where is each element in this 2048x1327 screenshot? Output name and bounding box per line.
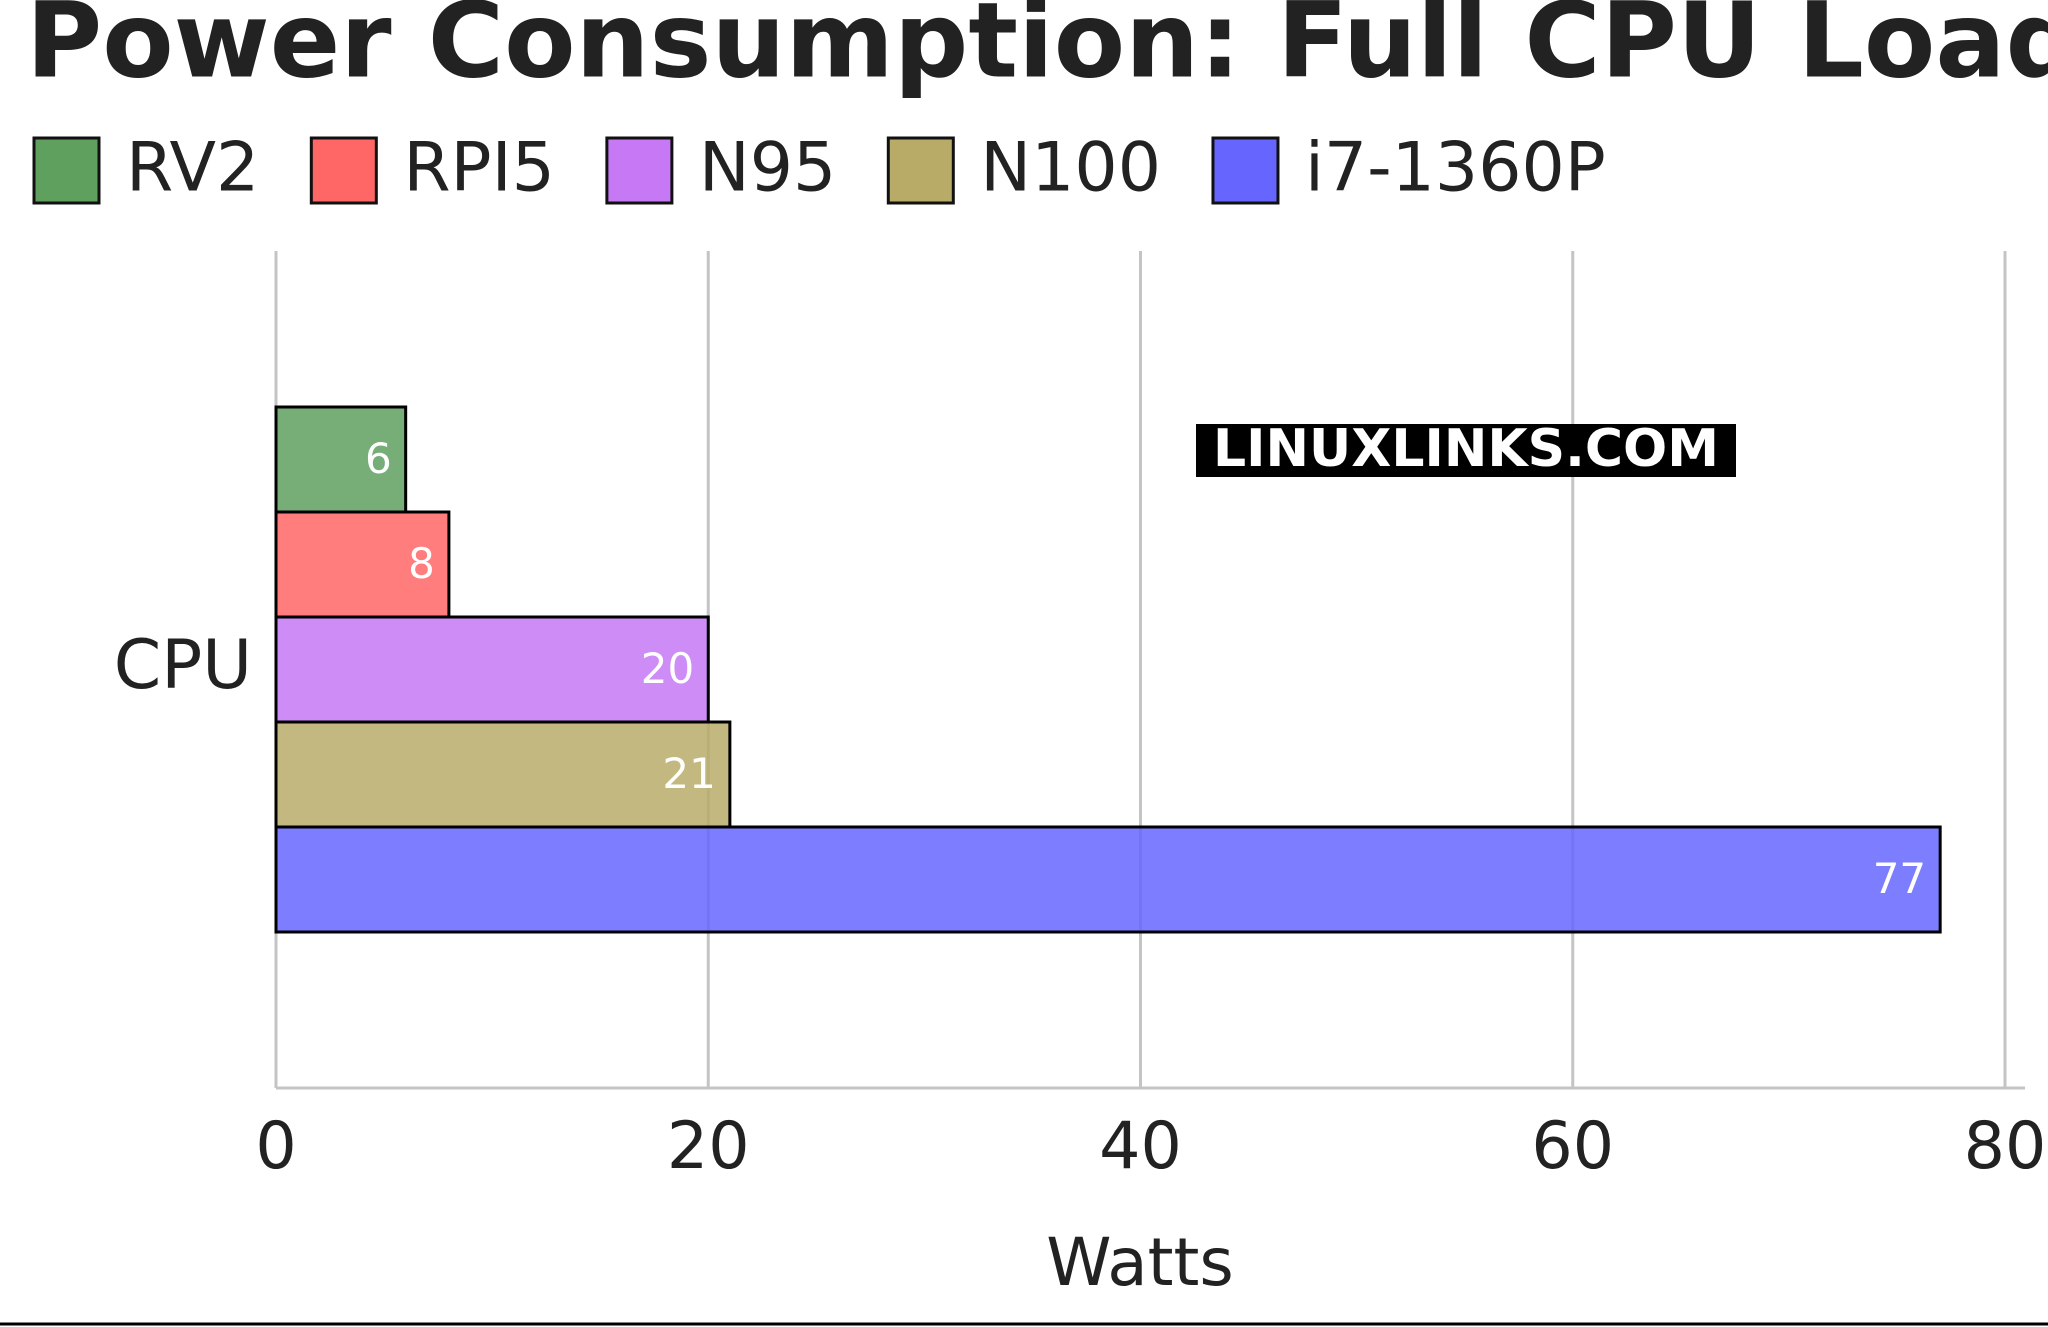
x-tick-label: 60 <box>1531 1109 1614 1184</box>
legend-swatch <box>605 136 674 205</box>
x-tick-label: 20 <box>667 1109 750 1184</box>
value-label: 6 <box>365 434 392 483</box>
value-label: 21 <box>662 749 715 798</box>
value-label: 77 <box>1873 854 1926 903</box>
x-axis-label: Watts <box>1046 1224 1234 1301</box>
legend-label: i7-1360P <box>1305 129 1606 208</box>
bar <box>274 825 1942 934</box>
value-label: 20 <box>641 644 694 693</box>
legend-swatch <box>1211 136 1280 205</box>
value-label: 8 <box>408 539 435 588</box>
legend-swatch <box>32 136 101 205</box>
legend-swatch <box>886 136 955 205</box>
x-tick-label: 80 <box>1964 1109 2047 1184</box>
legend-label: N95 <box>699 129 836 208</box>
legend-label: N100 <box>980 129 1161 208</box>
x-tick-label: 40 <box>1099 1109 1182 1184</box>
chart-title: Power Consumption: Full CPU Load <box>26 0 2048 101</box>
bar <box>274 720 732 829</box>
x-tick-label: 0 <box>255 1109 296 1184</box>
legend-swatch <box>309 136 378 205</box>
watermark-box <box>1196 424 1736 477</box>
legend-label: RPI5 <box>403 129 555 208</box>
y-tick-label: CPU <box>114 626 252 705</box>
watermark: LINUXLINKS.COM <box>1213 419 1719 479</box>
legend-label: RV2 <box>126 129 259 208</box>
bar <box>274 510 451 619</box>
bar <box>274 405 408 514</box>
